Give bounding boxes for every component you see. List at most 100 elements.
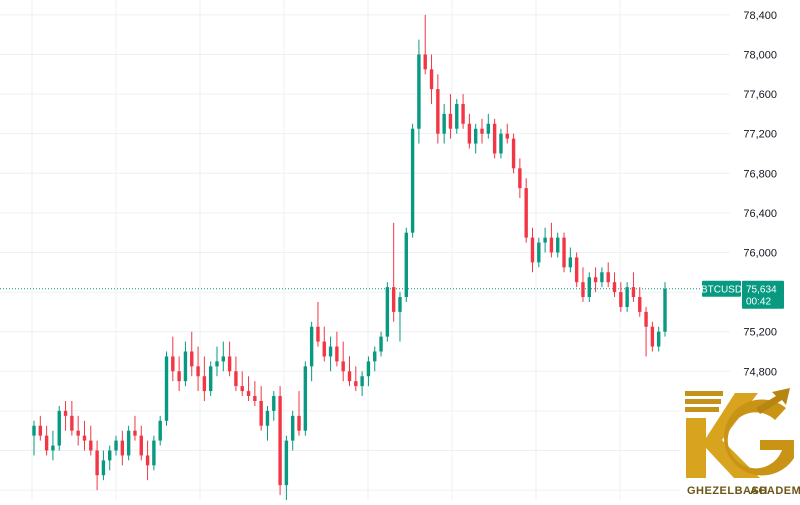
- candle: [379, 331, 383, 357]
- logo-monogram-icon: [685, 388, 794, 478]
- candle-body: [429, 69, 434, 90]
- candle: [619, 282, 623, 312]
- candle-body: [284, 440, 289, 486]
- candle: [322, 326, 326, 362]
- candle-body: [38, 425, 43, 436]
- candle: [95, 440, 99, 491]
- candle: [152, 435, 156, 471]
- candle-body: [215, 361, 219, 367]
- candle-body: [196, 366, 200, 377]
- candle: [164, 351, 169, 426]
- candle: [511, 133, 516, 174]
- candle-body: [600, 272, 604, 283]
- candle-body: [556, 237, 560, 253]
- candle-body: [549, 237, 554, 253]
- candle: [171, 336, 175, 382]
- candle: [341, 341, 345, 382]
- y-tick-label: 78,400: [743, 10, 777, 22]
- candle-body: [303, 366, 308, 431]
- last-price-tag-bg: [742, 280, 784, 309]
- candle-body: [385, 287, 390, 337]
- candle: [366, 356, 371, 387]
- candle: [177, 356, 181, 392]
- candle-body: [139, 435, 143, 456]
- candle: [347, 356, 352, 387]
- candle-body: [297, 415, 301, 431]
- candle-body: [177, 371, 181, 382]
- y-tick-label: 76,400: [743, 208, 777, 220]
- candle-body: [120, 440, 125, 456]
- candle-body: [581, 282, 585, 298]
- candle: [335, 331, 339, 367]
- candle: [568, 247, 573, 273]
- candle: [638, 287, 642, 317]
- candle: [499, 128, 503, 159]
- candle: [593, 267, 598, 293]
- candle-body: [379, 336, 383, 352]
- candle: [291, 410, 295, 451]
- y-tick-label: 74,800: [743, 366, 777, 378]
- candle-body: [467, 123, 472, 144]
- candle: [183, 341, 188, 387]
- candles: [32, 14, 667, 500]
- candle: [89, 425, 93, 456]
- candle-body: [423, 54, 427, 70]
- candle-body: [246, 391, 251, 397]
- candle: [51, 430, 55, 461]
- candle-body: [202, 376, 207, 392]
- candle-body: [347, 371, 352, 382]
- candle-body: [291, 415, 295, 441]
- candle: [259, 386, 263, 431]
- candle: [492, 118, 497, 159]
- candle: [190, 331, 194, 377]
- candle-body: [190, 351, 194, 367]
- candle-body: [265, 410, 270, 426]
- candle-body: [656, 331, 661, 347]
- candle: [543, 227, 547, 253]
- candle-body: [619, 292, 623, 307]
- candle-body: [644, 311, 648, 327]
- candle: [410, 123, 415, 238]
- candle-body: [505, 133, 509, 139]
- candle-body: [322, 341, 326, 357]
- candle-body: [593, 277, 598, 283]
- candle-body: [474, 128, 478, 144]
- candle: [215, 346, 219, 377]
- candle: [316, 301, 320, 347]
- candle: [126, 425, 131, 461]
- candle: [417, 39, 421, 144]
- symbol-tag-bg: [702, 280, 741, 297]
- candle: [474, 123, 478, 154]
- candle-body: [221, 356, 225, 362]
- candle: [38, 415, 43, 441]
- candle-body: [568, 257, 573, 268]
- candle-body: [366, 361, 371, 377]
- candle: [600, 267, 604, 288]
- candle-body: [272, 396, 276, 411]
- candle: [650, 321, 655, 352]
- candle-body: [404, 232, 408, 298]
- candle: [63, 400, 68, 431]
- candle-body: [455, 103, 459, 129]
- candle-body: [253, 396, 257, 401]
- candle-body: [44, 435, 49, 451]
- candle: [448, 94, 453, 139]
- candle-body: [486, 123, 491, 134]
- candle: [76, 415, 80, 446]
- candle: [423, 14, 427, 75]
- candle: [391, 222, 396, 322]
- candle-body: [63, 410, 68, 416]
- candle-body: [164, 356, 169, 421]
- candle-body: [391, 287, 396, 312]
- candle: [108, 445, 112, 471]
- candle: [253, 381, 257, 406]
- candle-body: [448, 113, 453, 129]
- candle-body: [328, 346, 333, 357]
- last-price-label: 75,634: [746, 285, 777, 296]
- candle: [354, 366, 358, 392]
- candle-body: [625, 287, 629, 307]
- candle-body: [240, 386, 244, 392]
- candle: [562, 232, 566, 273]
- candle-body: [234, 371, 238, 387]
- candle-body: [543, 237, 547, 243]
